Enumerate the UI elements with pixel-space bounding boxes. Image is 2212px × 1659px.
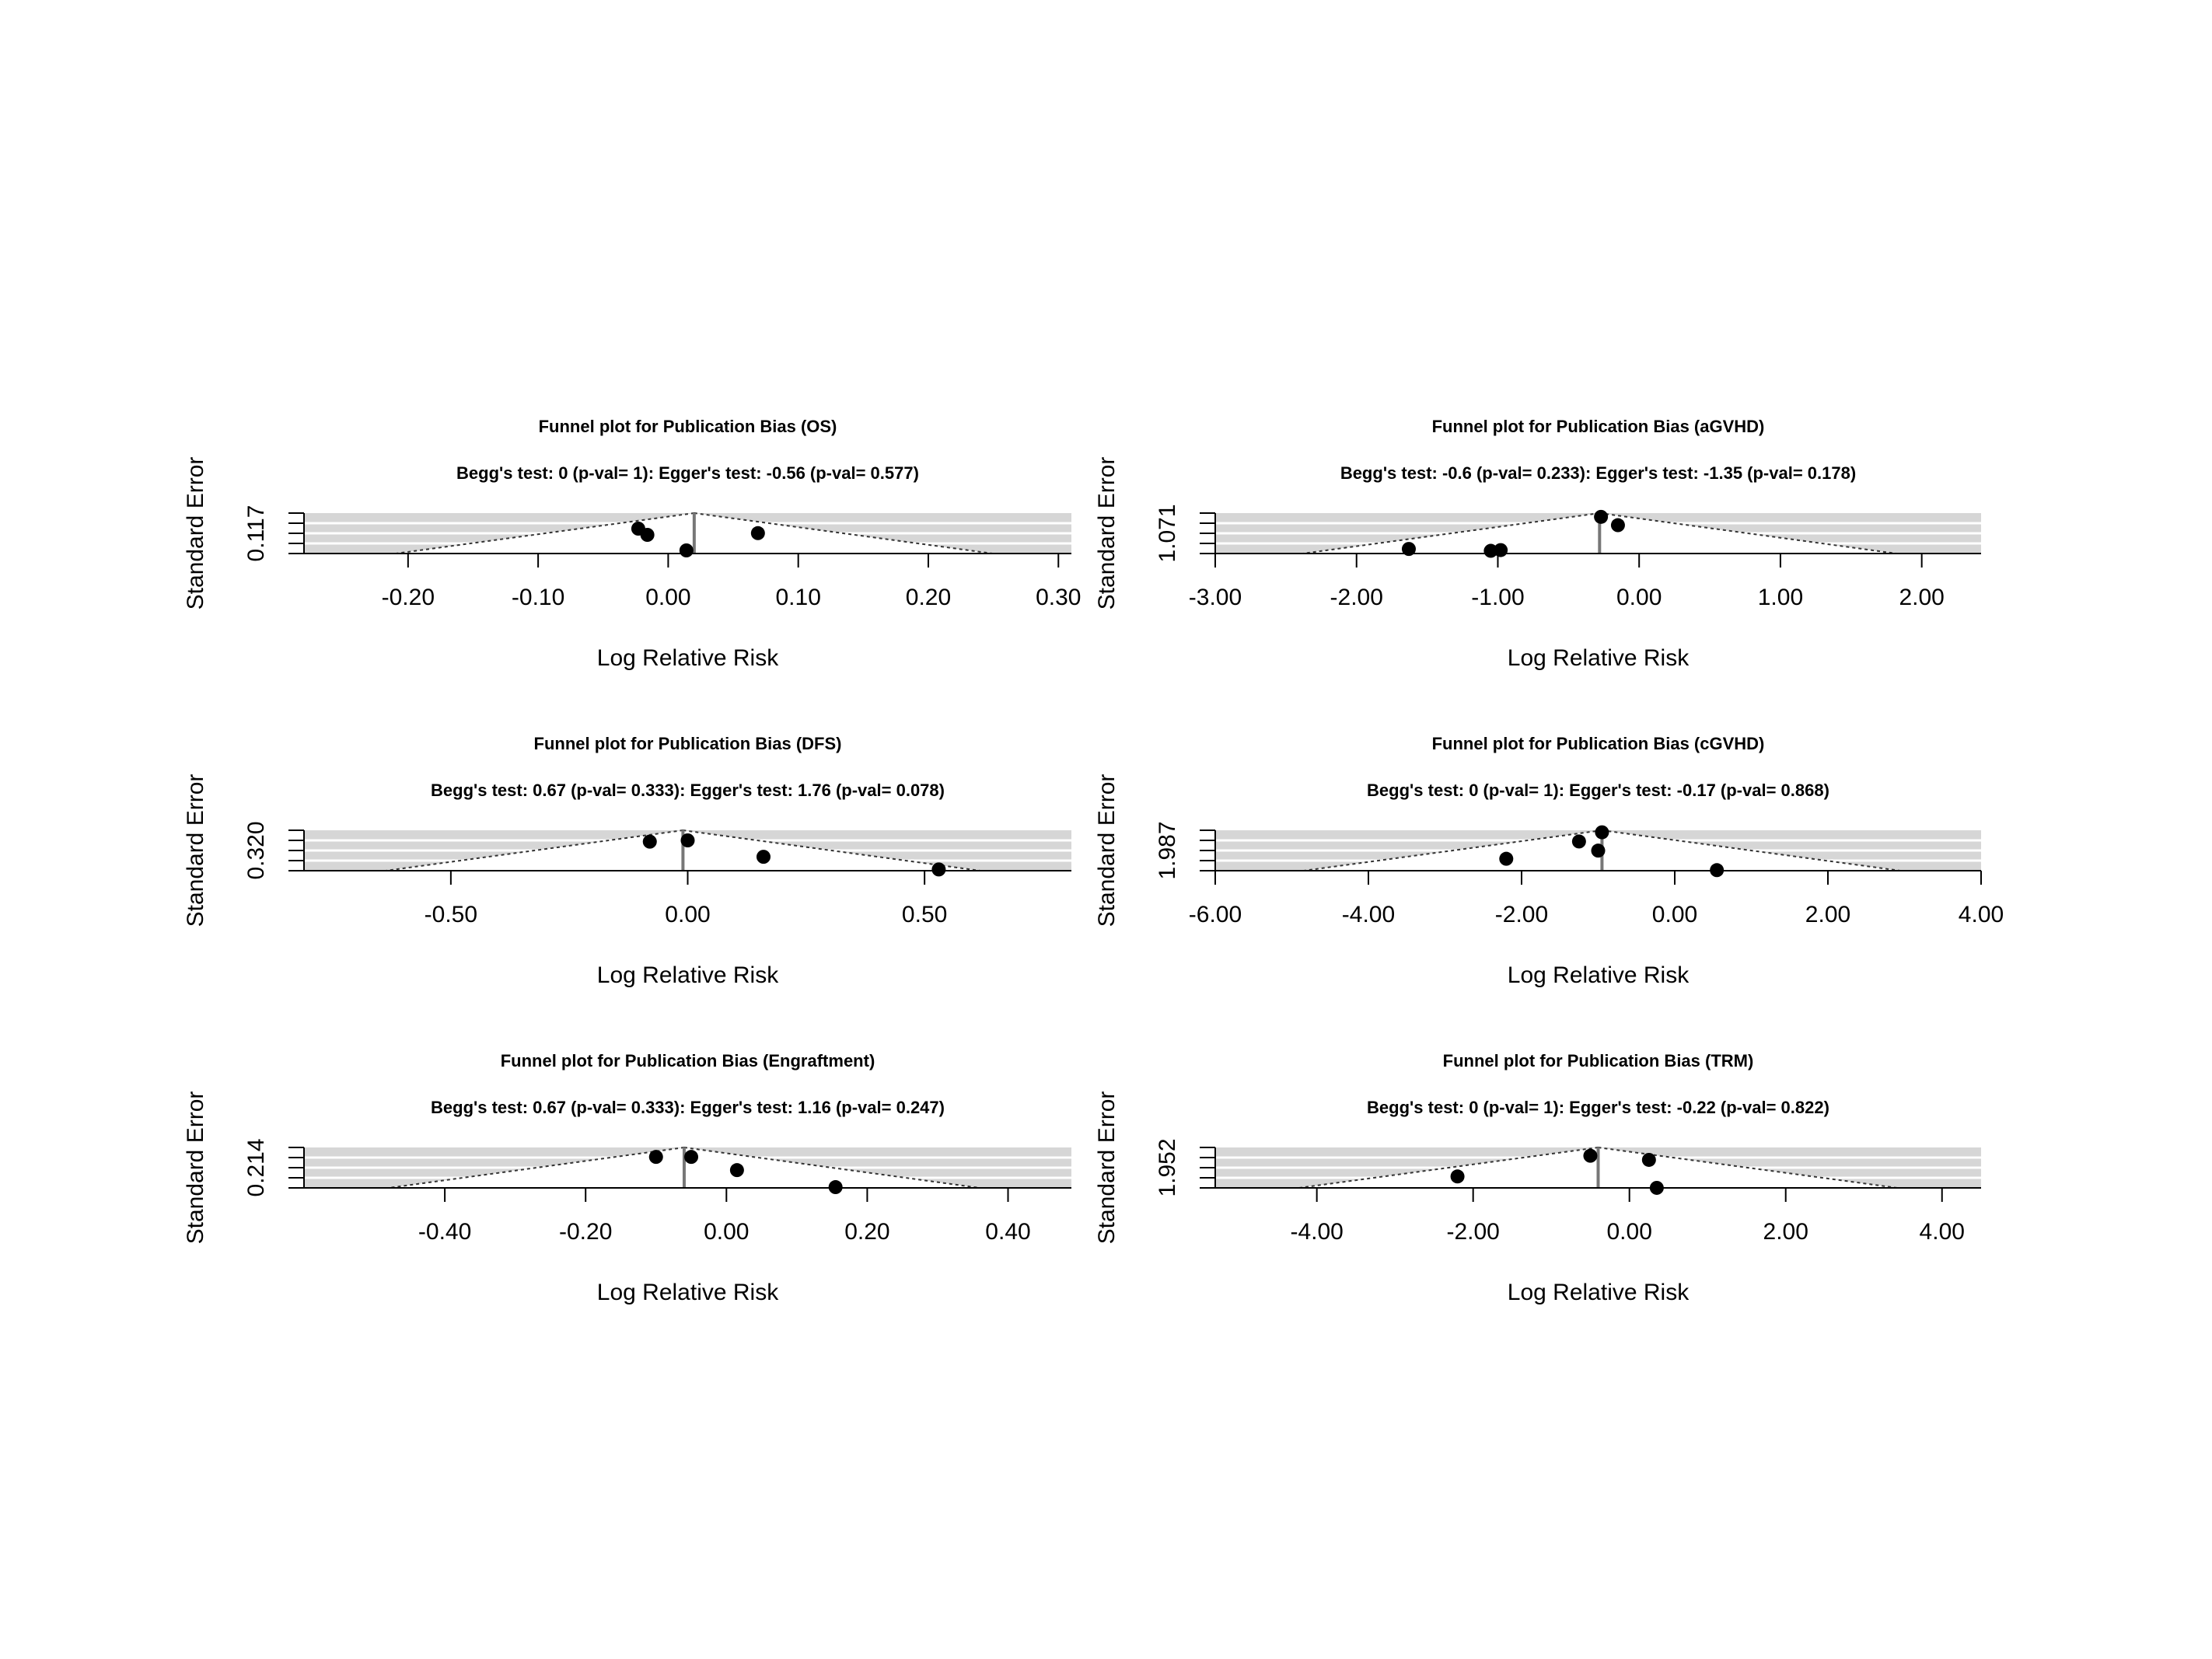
y-tick-label: 1.952 [1155,1138,1180,1196]
funnel-panel-3: Funnel plot for Publication Bias (cGVHD)… [1094,734,2004,988]
data-point-2 [756,850,771,864]
x-tick-label: 0.20 [906,585,951,610]
data-point-1 [680,833,695,847]
y-tick-label: 1.987 [1155,821,1180,879]
x-tick-label: -6.00 [1189,902,1242,927]
x-tick-label: 4.00 [1959,902,2004,927]
data-point-0 [1401,542,1416,557]
y-tick-label: 0.320 [243,821,269,879]
data-point-0 [1499,851,1514,866]
x-axis-label: Log Relative Risk [1508,1280,1690,1305]
y-tick-label: 0.117 [243,505,269,562]
data-point-0 [648,1150,663,1165]
panel-title: Funnel plot for Publication Bias (OS) [539,417,837,436]
x-tick-label: 4.00 [1920,1219,1965,1245]
x-tick-label: -4.00 [1342,902,1395,927]
funnel-right-bound [694,512,993,554]
x-tick-label: -0.20 [559,1219,612,1245]
data-point-3 [750,526,765,540]
x-tick-label: 0.00 [1607,1219,1652,1245]
x-tick-label: 2.00 [1805,902,1850,927]
y-axis-label: Standard Error [183,774,208,927]
y-axis-label: Standard Error [1094,457,1120,610]
y-tick-label: 1.071 [1155,504,1180,562]
data-point-3 [1591,843,1606,858]
y-axis-label: Standard Error [183,1091,208,1245]
panel-title: Funnel plot for Publication Bias (aGVHD) [1432,417,1765,436]
x-tick-label: 0.00 [645,585,690,610]
x-tick-label: 1.00 [1758,585,1803,610]
panel-subtitle: Begg's test: 0 (p-val= 1): Egger's test:… [1367,781,1829,800]
data-point-1 [1571,834,1586,849]
x-tick-label: -0.40 [418,1219,471,1245]
x-tick-label: -0.50 [425,902,477,927]
panel-title: Funnel plot for Publication Bias (DFS) [534,734,842,753]
funnel-left-bound [1302,512,1600,554]
funnel-left-bound [1298,1147,1599,1189]
x-tick-label: -0.10 [512,585,564,610]
funnel-left-bound [1303,830,1602,871]
funnel-right-bound [1602,830,1901,871]
x-tick-label: 0.50 [902,902,947,927]
panel-title: Funnel plot for Publication Bias (TRM) [1443,1051,1754,1070]
funnel-left-bound [386,830,683,871]
x-tick-label: 0.20 [844,1219,889,1245]
funnel-right-bound [1599,512,1896,554]
data-point-4 [1610,518,1625,533]
data-point-1 [684,1150,699,1165]
data-point-1 [1583,1148,1598,1163]
x-tick-label: -0.20 [382,585,435,610]
x-tick-label: -4.00 [1290,1219,1343,1245]
x-tick-label: 0.00 [665,902,710,927]
data-point-2 [1494,543,1508,557]
panel-title: Funnel plot for Publication Bias (cGVHD) [1432,734,1765,753]
funnel-left-bound [396,512,694,554]
panel-subtitle: Begg's test: -0.6 (p-val= 0.233): Egger'… [1340,463,1856,483]
data-point-2 [679,543,694,557]
data-point-0 [1450,1169,1465,1184]
x-tick-label: -2.00 [1446,1219,1499,1245]
x-tick-label: 2.00 [1763,1219,1808,1245]
y-axis-label: Standard Error [183,457,208,610]
funnel-panel-0: Funnel plot for Publication Bias (OS) Beg… [183,417,1081,671]
funnel-panel-1: Funnel plot for Publication Bias (aGVHD)… [1094,417,1981,671]
x-tick-label: -2.00 [1495,902,1548,927]
x-tick-label: 0.00 [1652,902,1697,927]
x-axis-label: Log Relative Risk [597,1280,779,1305]
x-tick-label: -1.00 [1471,585,1524,610]
data-point-2 [1641,1152,1656,1167]
data-point-2 [1595,825,1609,840]
y-tick-label: 0.214 [243,1138,269,1196]
panel-subtitle: Begg's test: 0 (p-val= 1): Egger's test:… [1367,1098,1829,1117]
y-axis-label: Standard Error [1094,1091,1120,1245]
data-point-1 [640,528,655,542]
panel-subtitle: Begg's test: 0.67 (p-val= 0.333): Egger'… [431,781,945,800]
x-tick-label: 0.00 [704,1219,749,1245]
funnel-panel-2: Funnel plot for Publication Bias (DFS) Be… [183,734,1071,988]
x-tick-label: 0.10 [775,585,820,610]
data-point-3 [1594,509,1609,524]
panel-title: Funnel plot for Publication Bias (Engraf… [501,1051,875,1070]
y-axis-label: Standard Error [1094,774,1120,927]
x-tick-label: 0.40 [985,1219,1030,1245]
panel-subtitle: Begg's test: 0.67 (p-val= 0.333): Egger'… [431,1098,945,1117]
data-point-2 [729,1163,744,1178]
x-tick-label: -2.00 [1330,585,1383,610]
x-tick-label: 0.30 [1036,585,1081,610]
data-point-3 [931,862,946,877]
x-axis-label: Log Relative Risk [597,962,779,988]
x-axis-label: Log Relative Risk [1508,645,1690,671]
x-tick-label: 0.00 [1616,585,1662,610]
x-tick-label: -3.00 [1189,585,1242,610]
panel-subtitle: Begg's test: 0 (p-val= 1): Egger's test:… [456,463,919,483]
x-axis-label: Log Relative Risk [1508,962,1690,988]
funnel-right-bound [683,830,980,871]
x-axis-label: Log Relative Risk [597,645,779,671]
funnel-panel-5: Funnel plot for Publication Bias (TRM) Be… [1094,1051,1981,1305]
funnel-panel-4: Funnel plot for Publication Bias (Engraf… [183,1051,1071,1305]
x-tick-label: 2.00 [1899,585,1944,610]
data-point-0 [642,834,657,849]
